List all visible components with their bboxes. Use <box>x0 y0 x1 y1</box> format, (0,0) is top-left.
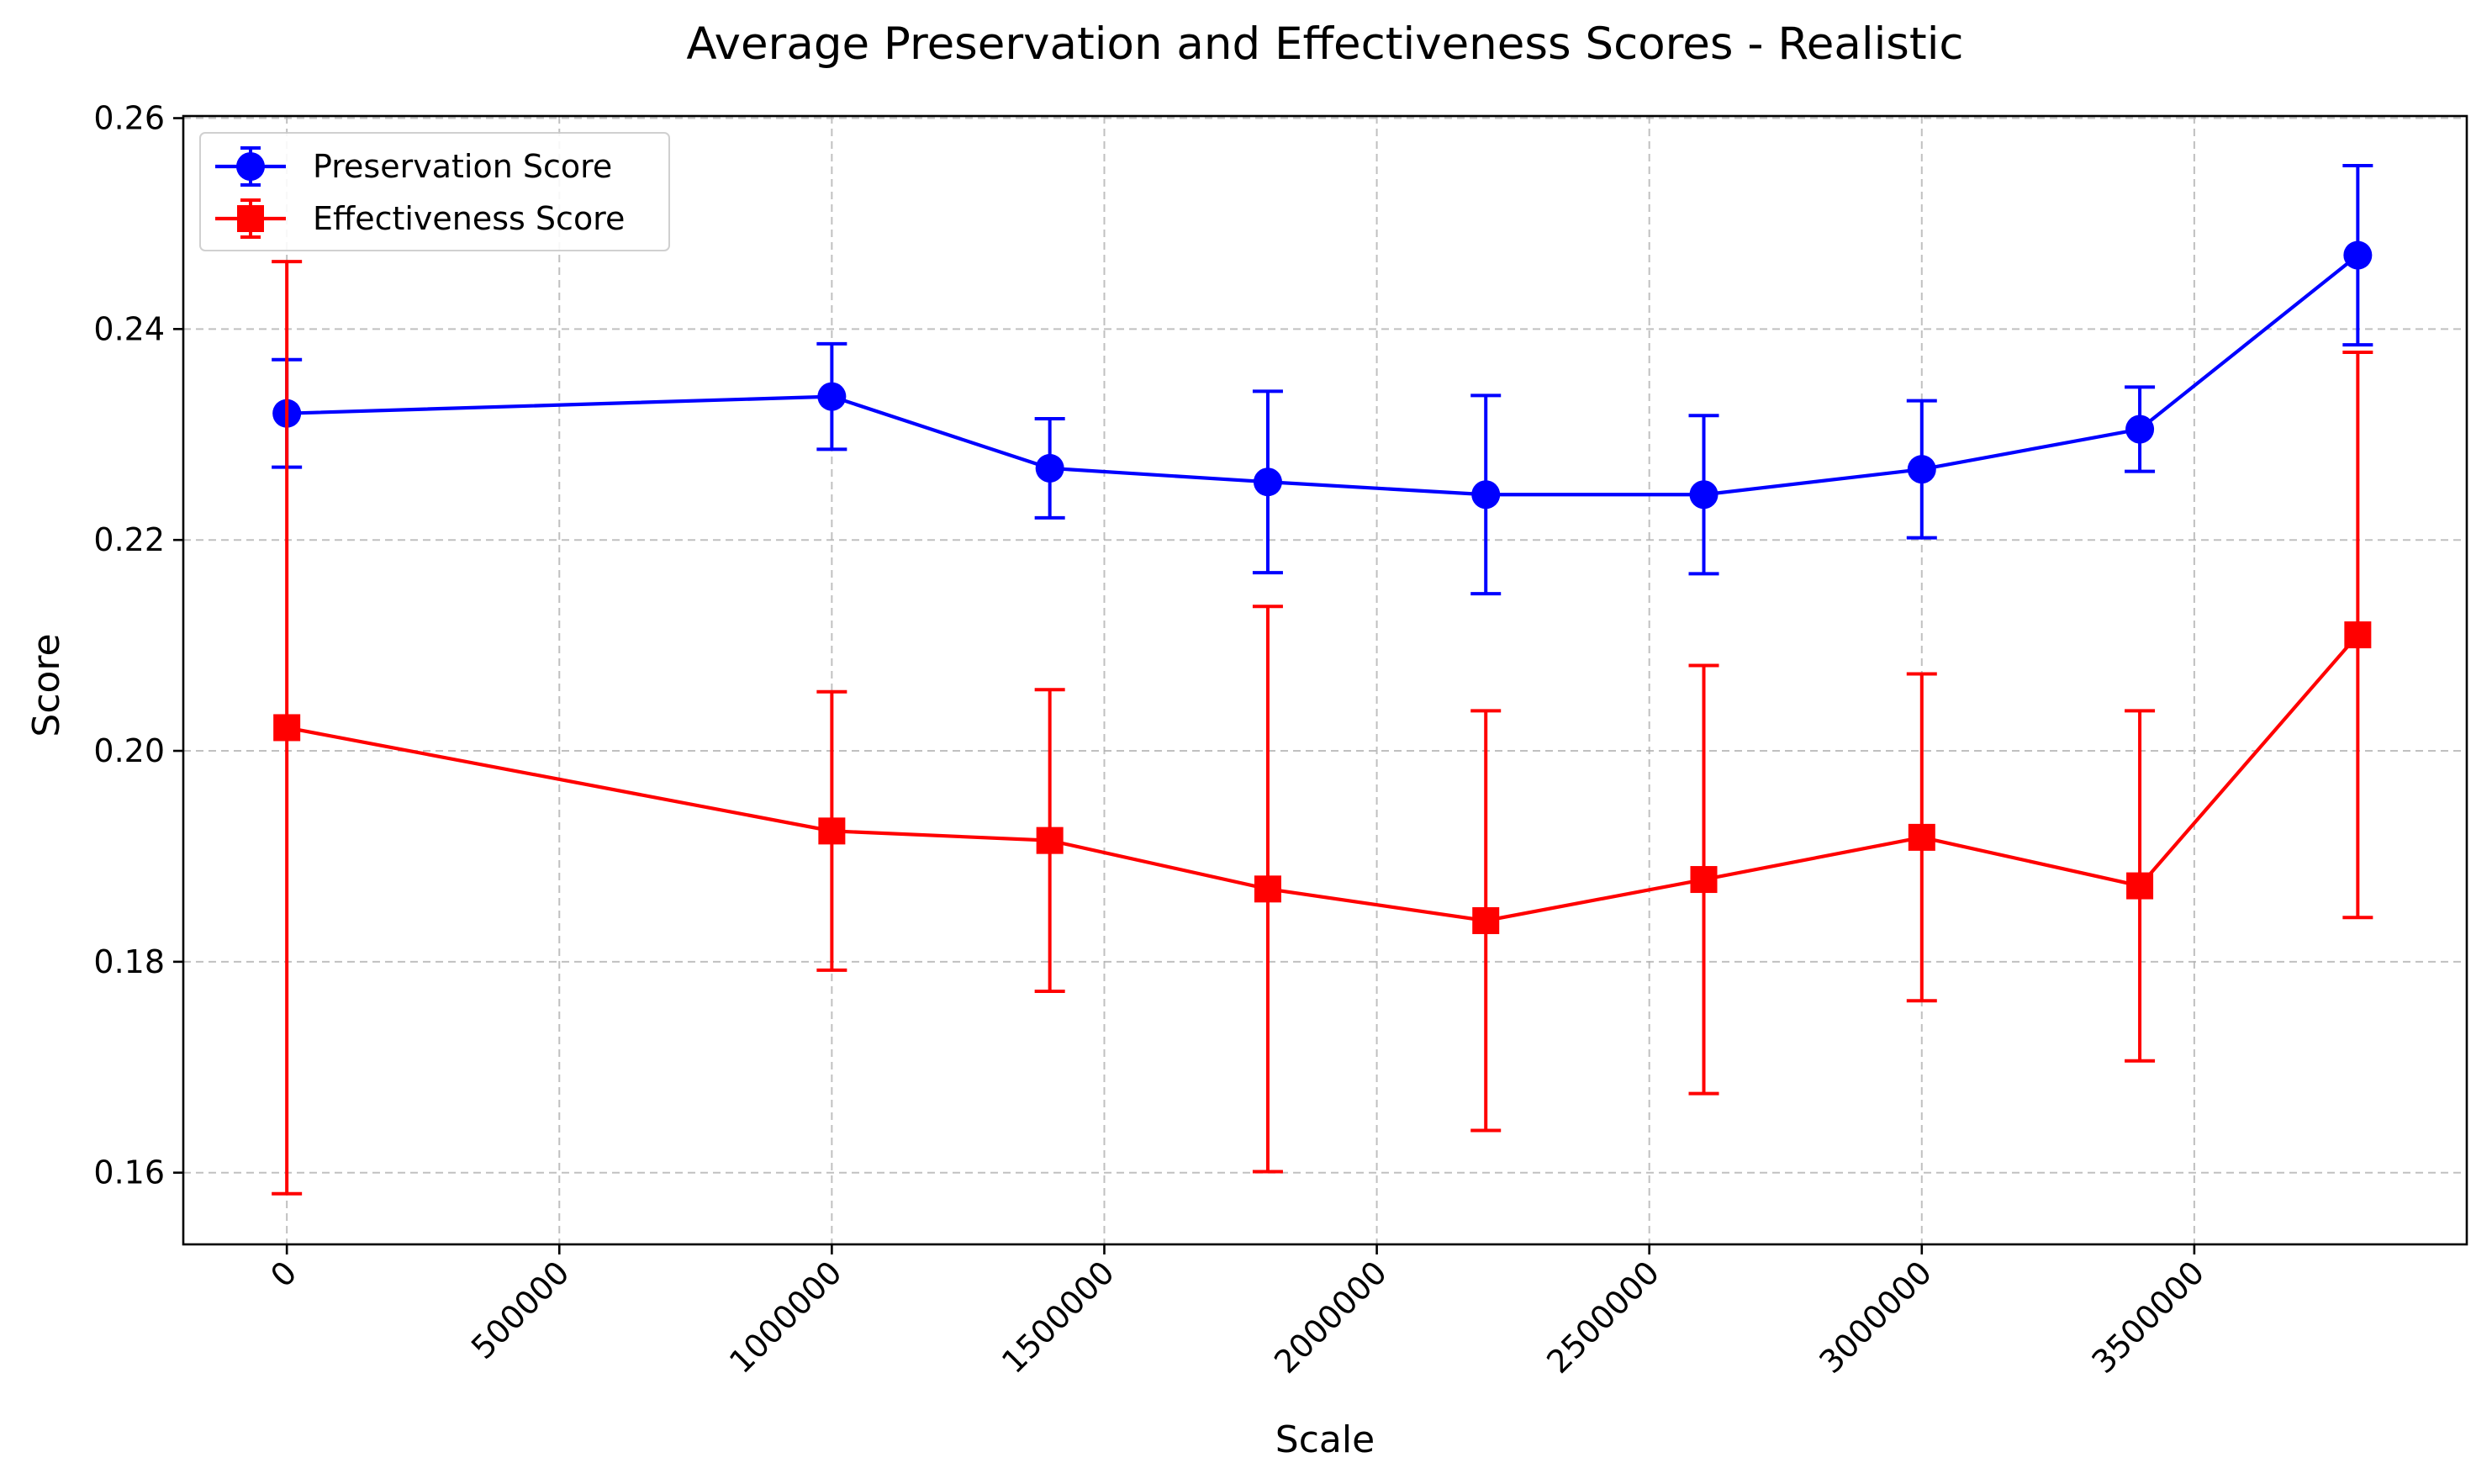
y-tick-label: 0.22 <box>93 521 165 558</box>
preservation-point <box>817 382 847 411</box>
effectiveness-series <box>272 260 2373 1196</box>
y-axis-title: Score <box>25 633 68 737</box>
preservation-point <box>1907 455 1936 484</box>
effectiveness-point <box>1254 875 1281 903</box>
x-tick-label: 3000000 <box>1812 1254 1939 1381</box>
preservation-point <box>2125 415 2155 444</box>
x-tick-label: 1000000 <box>722 1254 849 1381</box>
preservation-point <box>1253 467 1282 497</box>
effectiveness-point <box>273 714 301 742</box>
preservation-point <box>1471 480 1501 510</box>
preservation-point <box>1035 453 1064 483</box>
legend-box <box>199 132 670 251</box>
x-tick-label: 0 <box>263 1254 304 1294</box>
effectiveness-point <box>2344 621 2372 649</box>
effectiveness-point <box>1472 906 1500 934</box>
preservation-line <box>287 253 2359 497</box>
x-axis-title: Scale <box>1275 1418 1375 1461</box>
preservation-point <box>1689 480 1719 510</box>
preservation-legend-handle <box>215 146 286 187</box>
grid-lines <box>183 116 2467 1244</box>
x-tick-label: 1500000 <box>995 1254 1122 1381</box>
effectiveness-line <box>286 633 2359 923</box>
effectiveness-point <box>1908 823 1935 851</box>
legend: Preservation Score Effectiveness Score <box>199 132 670 251</box>
effectiveness-legend-label: Effectiveness Score <box>313 200 625 237</box>
effectiveness-legend-handle <box>215 198 286 239</box>
y-axis-ticks: 0.16 0.18 0.20 0.22 0.24 0.26 <box>93 100 183 1191</box>
plot-frame <box>182 114 2468 1246</box>
x-tick-label: 3500000 <box>2084 1254 2211 1381</box>
effectiveness-point <box>1036 826 1064 854</box>
preservation-series <box>272 163 2373 596</box>
x-tick-label: 500000 <box>464 1254 577 1366</box>
preservation-point <box>2343 240 2373 270</box>
effectiveness-point <box>818 817 846 845</box>
plot-series <box>272 163 2373 1196</box>
y-tick-label: 0.26 <box>93 100 165 137</box>
y-tick-label: 0.16 <box>93 1154 165 1191</box>
x-axis-ticks: 0 500000 1000000 1500000 2000000 2500000 30000… <box>263 1244 2211 1381</box>
y-tick-label: 0.24 <box>93 310 165 347</box>
effectiveness-point <box>2126 872 2154 900</box>
preservation-legend-label: Preservation Score <box>313 148 612 185</box>
x-tick-label: 2000000 <box>1267 1254 1394 1381</box>
y-tick-label: 0.18 <box>93 943 165 980</box>
x-tick-label: 2500000 <box>1539 1254 1666 1381</box>
chart-title: Average Preservation and Effectiveness S… <box>686 18 1963 70</box>
y-tick-label: 0.20 <box>93 732 165 769</box>
effectiveness-point <box>1690 866 1718 894</box>
